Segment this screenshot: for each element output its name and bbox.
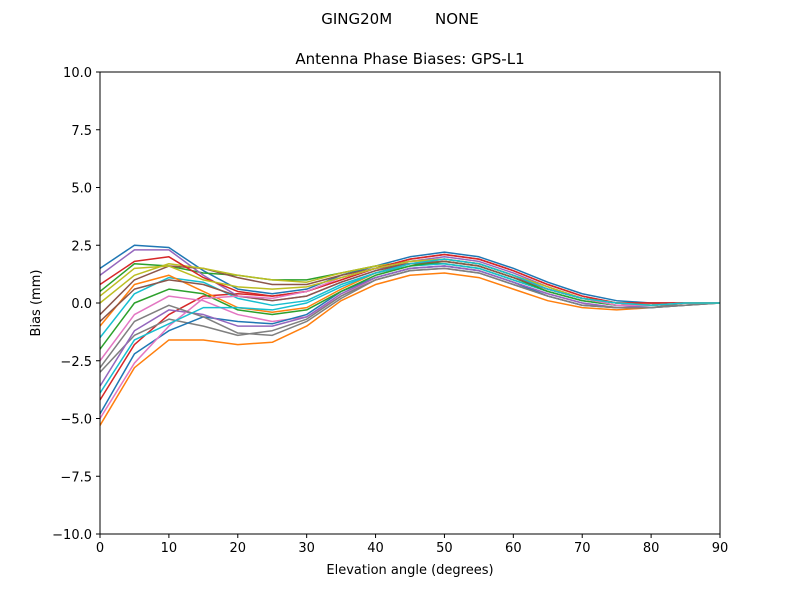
x-tick-label: 90: [712, 541, 729, 556]
y-tick-label: 0.0: [71, 297, 92, 312]
y-tick-label: 5.0: [71, 182, 92, 197]
y-tick-label: 7.5: [71, 124, 92, 139]
x-tick-label: 60: [505, 541, 522, 556]
y-tick-label: −10.0: [52, 528, 92, 543]
y-tick-label: 2.5: [71, 239, 92, 254]
x-tick-label: 80: [643, 541, 660, 556]
series-line-2: [99, 272, 721, 426]
x-tick-label: 0: [96, 541, 104, 556]
series-line-20: [99, 258, 720, 394]
x-tick-label: 40: [367, 541, 384, 556]
x-axis: 0 10 20 30 40 50 60 70 80 90: [96, 534, 728, 556]
x-tick-label: 10: [161, 541, 178, 556]
y-tick-label: −5.0: [60, 413, 92, 428]
y-tick-label: 10.0: [63, 66, 92, 81]
series-line-15: [99, 265, 720, 387]
y-axis: −10.0 −7.5 −5.0 −2.5 0.0 2.5 5.0 7.5 10.0: [52, 66, 100, 543]
series-lines: [99, 244, 721, 426]
x-tick-label: 30: [298, 541, 315, 556]
x-axis-label: Elevation angle (degrees): [326, 563, 493, 578]
y-tick-label: −7.5: [60, 470, 92, 485]
x-tick-label: 20: [230, 541, 247, 556]
series-line-1: [99, 244, 720, 304]
chart-title: Antenna Phase Biases: GPS-L1: [295, 50, 524, 68]
y-tick-label: −2.5: [60, 355, 92, 370]
chart-suptitle: GING20M NONE: [321, 10, 479, 28]
series-line-5: [99, 249, 720, 307]
x-tick-label: 70: [574, 541, 591, 556]
series-line-18: [99, 267, 721, 369]
y-axis-label: Bias (mm): [29, 270, 44, 337]
x-tick-label: 50: [436, 541, 453, 556]
